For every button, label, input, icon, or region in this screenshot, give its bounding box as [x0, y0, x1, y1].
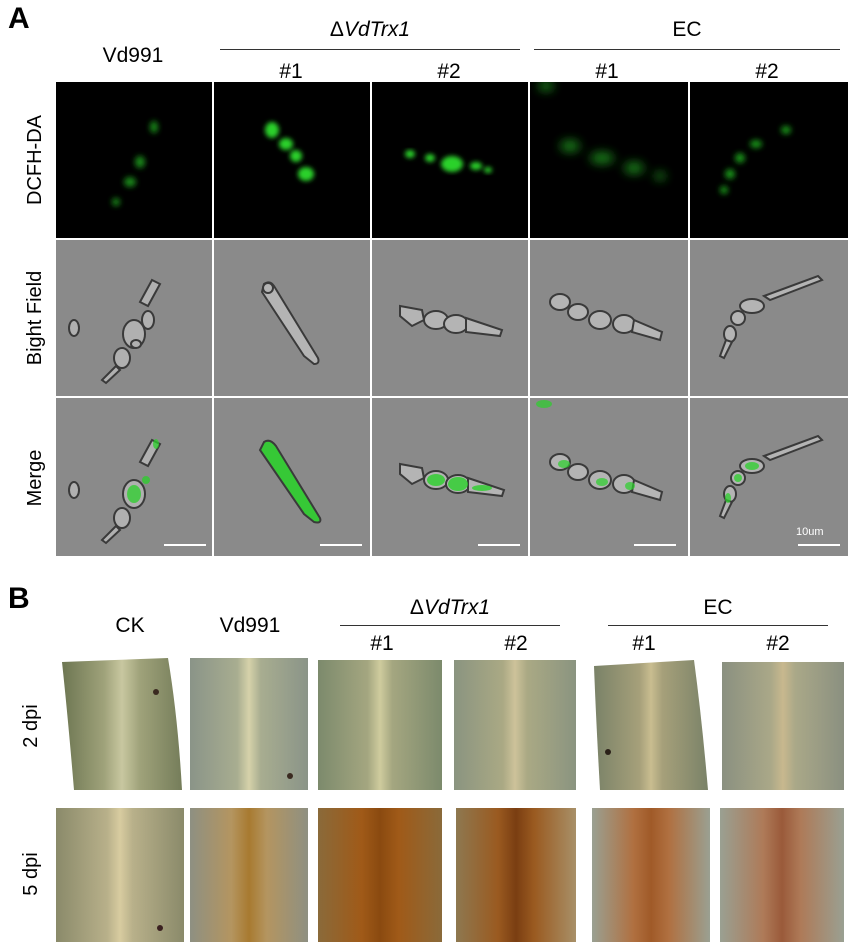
micrograph-merge-mutant-2 — [372, 398, 528, 556]
stem-section-2dpi-vd991 — [190, 658, 308, 790]
panel-a-letter: A — [8, 2, 30, 35]
panel-a-col-mutant-2: #2 — [437, 60, 461, 83]
micrograph-brightfield-ec-1 — [530, 240, 688, 396]
micrograph-brightfield-vd991 — [56, 240, 212, 396]
panel-a-row-merge: Merge — [24, 449, 46, 507]
micrograph-dcfh-vd991 — [56, 82, 212, 238]
panel-b-col-ec-1: #1 — [632, 632, 656, 655]
micrograph-merge-vd991 — [56, 398, 212, 556]
stem-section-2dpi-mutant-2 — [454, 660, 576, 790]
panel-b-group-ec-line — [608, 625, 828, 626]
panel-a-col-ec-1: #1 — [595, 60, 619, 83]
panel-b-col-ec-2: #2 — [766, 632, 790, 655]
panel-b-row-5dpi: 5 dpi — [20, 852, 42, 896]
panel-a-row-dcfh: DCFH-DA — [24, 115, 46, 205]
micrograph-merge-mutant-1 — [214, 398, 370, 556]
stem-section-5dpi-mutant-2 — [456, 808, 576, 942]
panel-b-letter: B — [8, 582, 30, 615]
micrograph-dcfh-ec-2 — [690, 82, 848, 238]
panel-a-group-ec-line — [534, 49, 840, 50]
panel-a-col-ec-2: #2 — [755, 60, 779, 83]
micrograph-dcfh-ec-1 — [530, 82, 688, 238]
panel-b-group-ec-label: EC — [703, 596, 733, 619]
stem-section-5dpi-mutant-1 — [318, 808, 442, 942]
panel-a-group-mutant-line — [220, 49, 520, 50]
micrograph-merge-ec-2: 10um — [690, 398, 848, 556]
stem-section-2dpi-mutant-1 — [318, 660, 442, 790]
stem-section-5dpi-ec-2 — [720, 808, 844, 942]
scale-bar-label: 10um — [796, 526, 824, 538]
panel-b-col-ck: CK — [115, 614, 145, 637]
panel-b-col-mutant-2: #2 — [504, 632, 528, 655]
micrograph-brightfield-mutant-1 — [214, 240, 370, 396]
panel-a-col-vd991: Vd991 — [102, 44, 164, 67]
panel-a-group-mutant-label: ΔVdTrx1 — [329, 18, 411, 41]
micrograph-brightfield-mutant-2 — [372, 240, 528, 396]
panel-a-col-mutant-1: #1 — [279, 60, 303, 83]
panel-b-row-2dpi: 2 dpi — [20, 704, 42, 748]
panel-b-col-mutant-1: #1 — [370, 632, 394, 655]
micrograph-dcfh-mutant-1 — [214, 82, 370, 238]
panel-b-col-vd991: Vd991 — [219, 614, 281, 637]
stem-section-5dpi-ck — [56, 808, 184, 942]
micrograph-dcfh-mutant-2 — [372, 82, 528, 238]
stem-section-2dpi-ec-2 — [722, 662, 844, 790]
micrograph-brightfield-ec-2 — [690, 240, 848, 396]
stem-section-2dpi-ec-1 — [592, 660, 710, 790]
micrograph-merge-ec-1 — [530, 398, 688, 556]
panel-b-group-mutant-line — [340, 625, 560, 626]
stem-section-5dpi-ec-1 — [592, 808, 710, 942]
panel-a-row-brightfield: Bight Field — [24, 270, 46, 366]
stem-section-5dpi-vd991 — [190, 808, 308, 942]
panel-b-group-mutant-label: ΔVdTrx1 — [409, 596, 491, 619]
panel-a-group-ec-label: EC — [672, 18, 702, 41]
stem-section-2dpi-ck — [60, 658, 184, 790]
